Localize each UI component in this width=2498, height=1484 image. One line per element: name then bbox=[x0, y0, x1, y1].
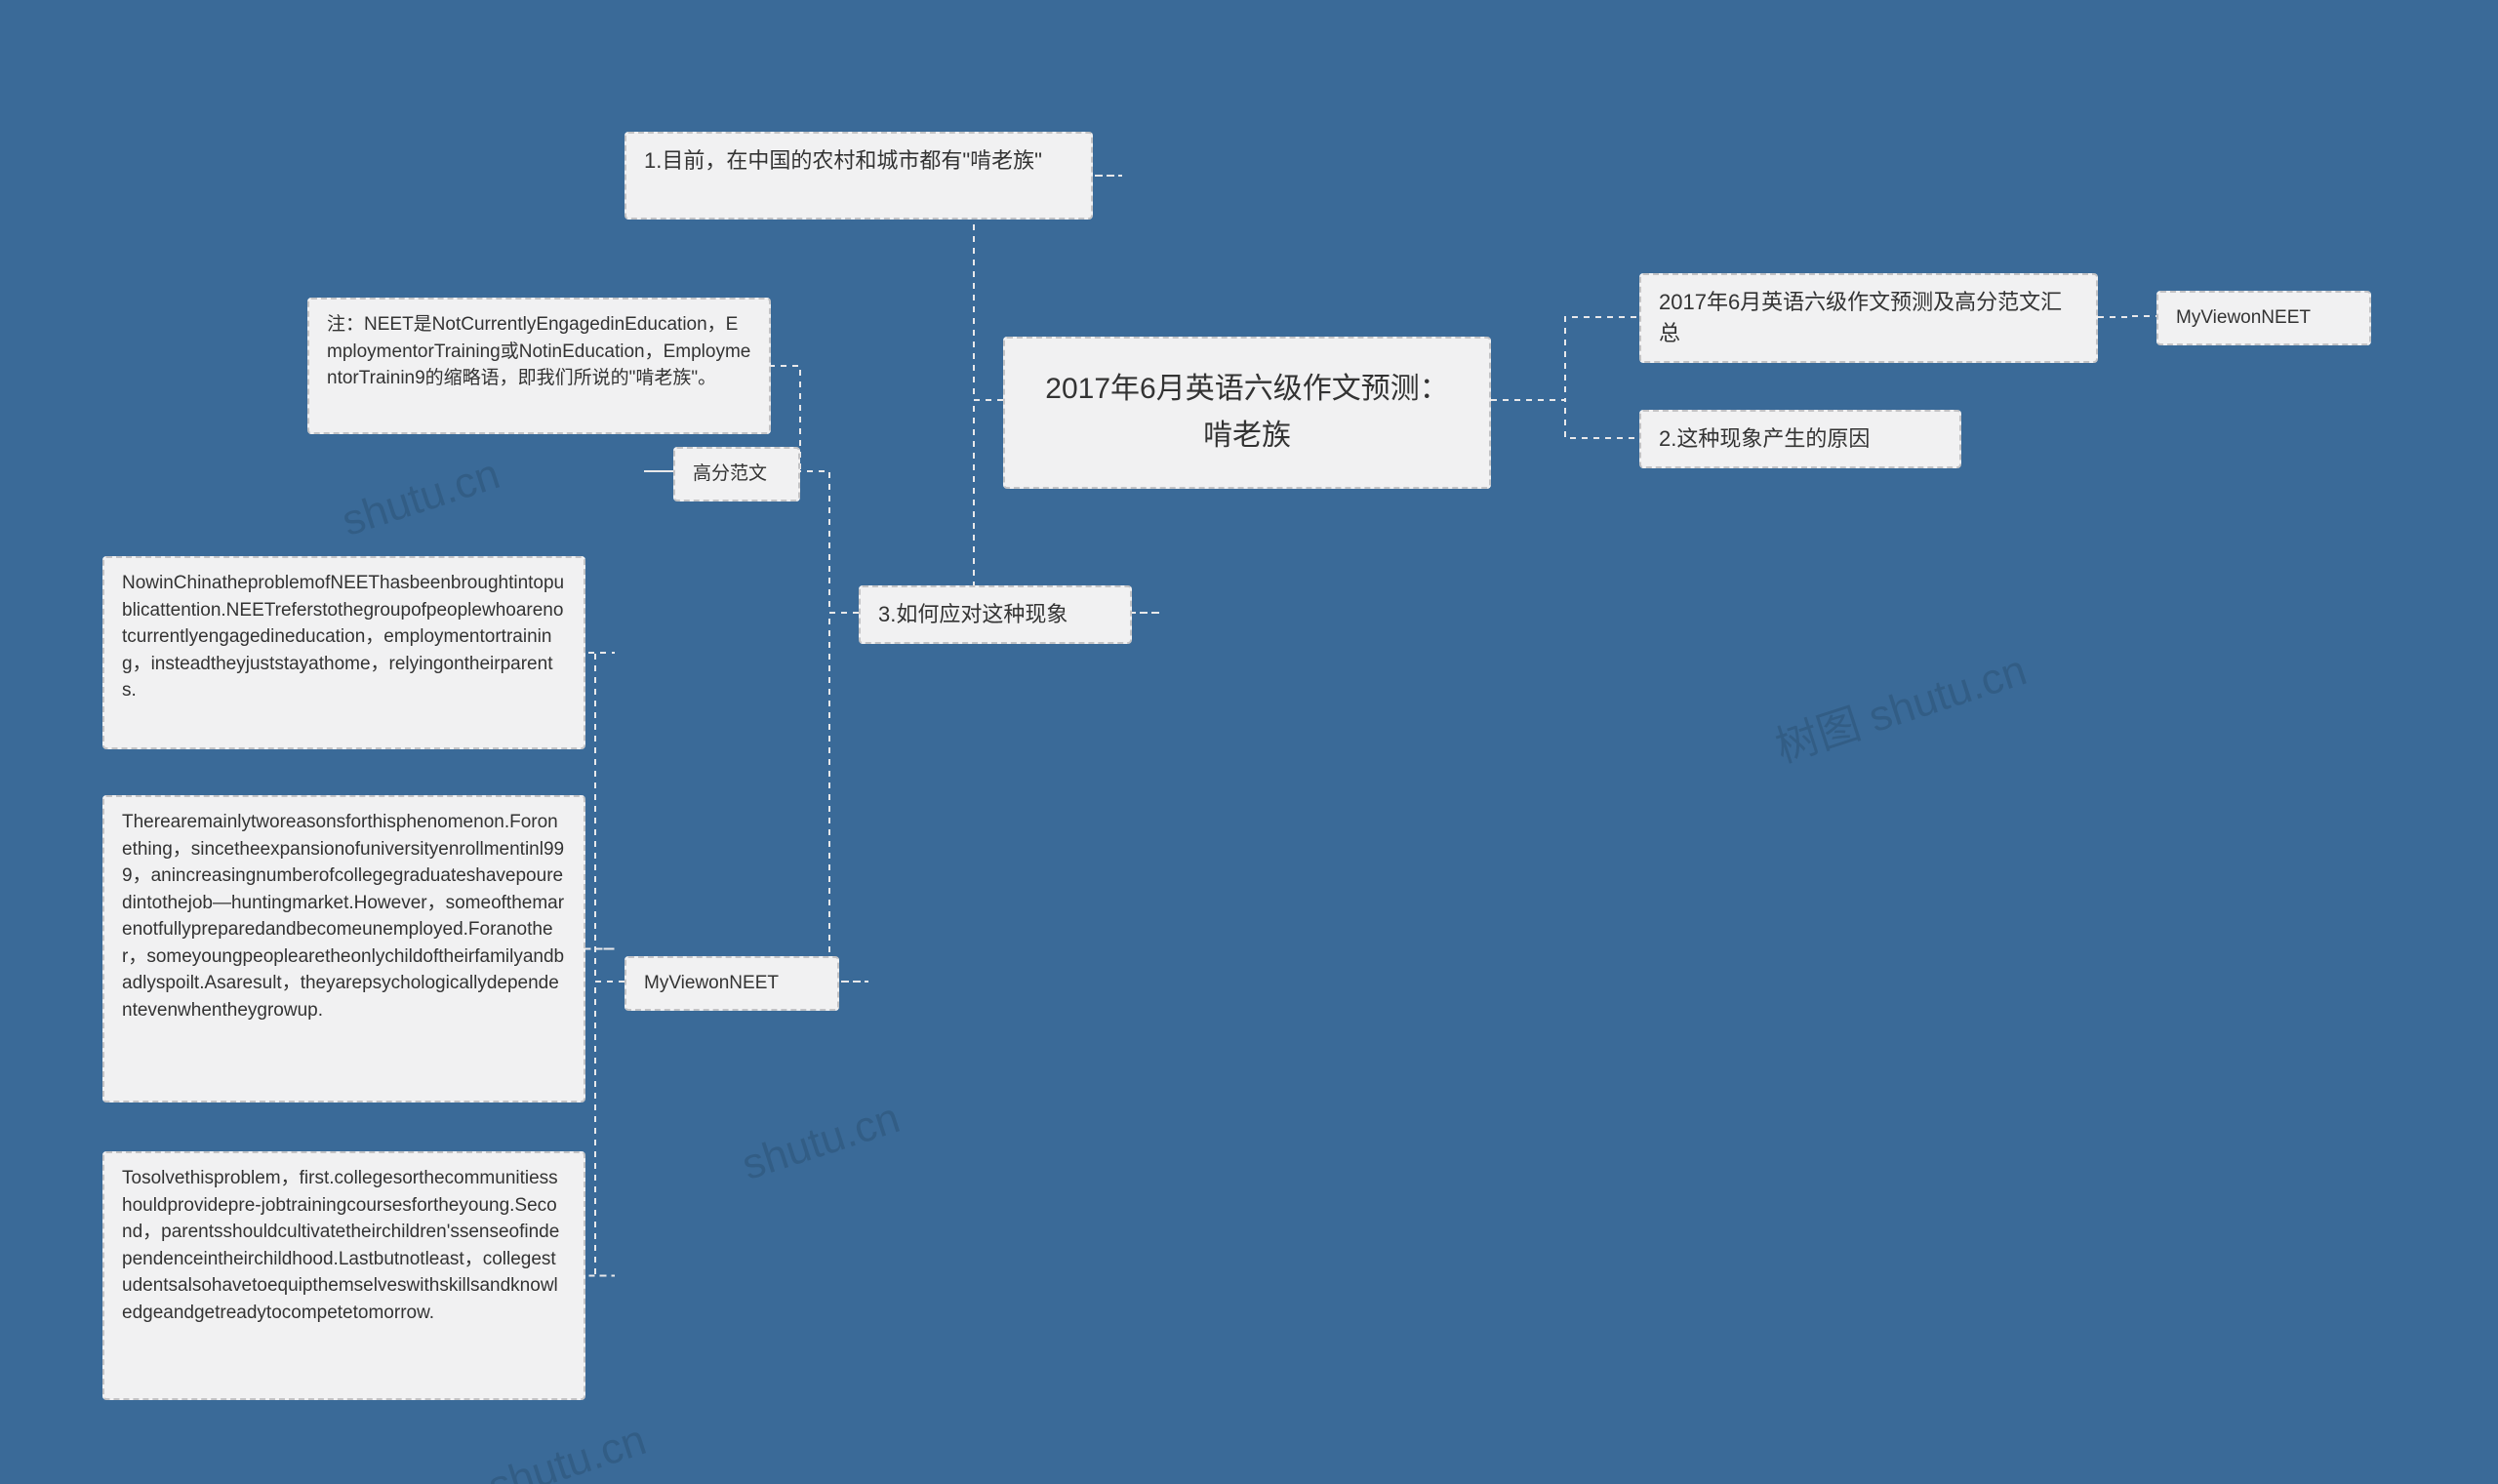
node-l2a[interactable]: 高分范文 bbox=[673, 447, 800, 501]
node-root[interactable]: 2017年6月英语六级作文预测：啃老族 bbox=[1003, 337, 1491, 489]
watermark: shutu.cn bbox=[737, 1094, 907, 1190]
node-r1[interactable]: 2017年6月英语六级作文预测及高分范文汇总 bbox=[1639, 273, 2098, 363]
watermark: shutu.cn bbox=[483, 1416, 653, 1484]
node-l2b2[interactable]: Therearemainlytworeasonsforthisphenomeno… bbox=[102, 795, 585, 1103]
node-r1a[interactable]: MyViewonNEET bbox=[2156, 291, 2371, 345]
edge bbox=[1491, 317, 1639, 400]
edge bbox=[829, 613, 868, 982]
edge bbox=[585, 653, 624, 982]
node-l2[interactable]: 3.如何应对这种现象 bbox=[859, 585, 1132, 644]
watermark: 树图 shutu.cn bbox=[1766, 635, 2033, 775]
node-l1[interactable]: 1.目前，在中国的农村和城市都有"啃老族" bbox=[624, 132, 1093, 220]
node-l2a1[interactable]: 注：NEET是NotCurrentlyEngagedinEducation，Em… bbox=[307, 298, 771, 434]
edge bbox=[1491, 400, 1639, 438]
node-r2[interactable]: 2.这种现象产生的原因 bbox=[1639, 410, 1961, 468]
edge bbox=[800, 471, 859, 613]
edge bbox=[585, 949, 624, 983]
node-l2b[interactable]: MyViewonNEET bbox=[624, 956, 839, 1011]
watermark: shutu.cn bbox=[337, 450, 506, 546]
node-l2b1[interactable]: NowinChinatheproblemofNEEThasbeenbrought… bbox=[102, 556, 585, 749]
edge bbox=[2098, 316, 2156, 317]
node-l2b3[interactable]: Tosolvethisproblem，first.collegesortheco… bbox=[102, 1151, 585, 1400]
mindmap-canvas: shutu.cn 树图 shutu.cn shutu.cn shutu.cn 2017年… bbox=[0, 0, 2498, 1484]
edge bbox=[585, 982, 624, 1276]
